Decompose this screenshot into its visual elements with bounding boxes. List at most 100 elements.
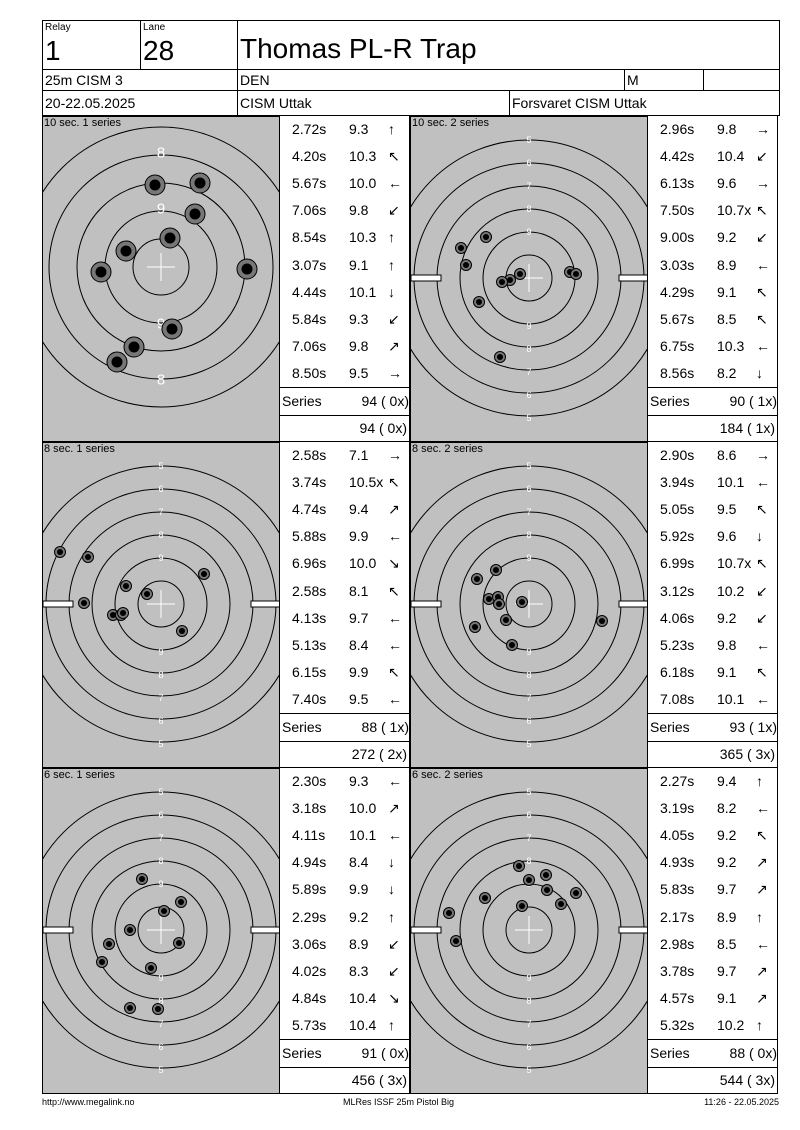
shot-row: 7.08s 10.1 ← [648,690,777,710]
shot-direction-icon: ← [756,474,770,491]
ring-number: 8 [157,145,165,162]
shot-time: 4.05s [660,827,695,844]
shot-row: 5.23s 9.8 ← [648,636,777,656]
shot-row: 3.78s 9.7 ↗ [648,962,777,982]
shot-direction-icon: ↘ [388,555,400,572]
shot-direction-icon: ← [388,773,402,789]
ring-number: 6 [526,1042,531,1052]
shot-direction-icon: ← [756,800,770,817]
shot-row: 3.06s 8.9 ↙ [280,935,409,955]
shot-score: 10.0 [349,800,377,817]
shot-score: 8.6 [717,447,737,463]
shot-time: 6.96s [292,555,327,572]
shot-score: 10.2 [717,582,745,599]
shot-row: 4.02s 8.3 ↙ [280,962,409,982]
cumulative-total: 456 ( 3x) [351,1072,407,1088]
shot-time: 6.13s [660,175,695,192]
shot-time: 4.06s [660,609,695,626]
ring-number: 8 [158,670,163,680]
series-total-row: Series 88 ( 0x) [648,1039,777,1068]
shot-hole-5 [115,240,137,262]
shot-direction-icon: ↗ [756,881,768,898]
target-side-marker [618,274,647,282]
ring-number: 7 [158,507,163,517]
shot-time: 5.83s [660,881,695,898]
shot-time: 3.18s [292,800,327,817]
ring-number: 6 [526,158,531,168]
shot-row: 5.73s 10.4 ↑ [280,1016,409,1036]
shot-hole-3 [78,597,90,609]
ring-number: 8 [158,856,163,866]
shot-hole-2 [490,564,502,576]
target-face: 5 6 7 8 9 9 8 7 6 5 [43,769,279,1093]
footer-software: MLRes ISSF 25m Pistol Big [343,1097,455,1107]
shot-time: 9.00s [660,229,695,246]
shot-score: 10.1 [717,690,745,707]
shot-row: 7.50s 10.7x ↖ [648,201,777,221]
shot-time: 2.90s [660,447,695,463]
shot-hole-1 [54,546,66,558]
shot-direction-icon: ↑ [388,908,395,925]
shot-hole-6 [103,938,115,950]
shot-hole-3 [184,203,206,225]
shot-row: 5.13s 8.4 ← [280,636,409,656]
target-ring [91,860,231,1000]
shot-direction-icon: ↙ [388,202,400,219]
ring-number: 5 [158,1065,163,1075]
shot-hole-10 [152,1003,164,1015]
ring-number: 9 [158,647,163,657]
shot-direction-icon: ← [756,690,770,707]
shot-direction-icon: ↑ [388,1016,395,1033]
shot-direction-icon: ↖ [756,663,768,680]
shooter-name: Thomas PL-R Trap [240,33,477,64]
ring-number: 8 [158,996,163,1006]
shot-time: 7.40s [292,690,327,707]
shot-score: 9.4 [717,773,737,789]
shot-direction-icon: → [756,447,770,463]
shot-score: 8.9 [349,935,369,952]
event-name: 25m CISM 3 [45,72,123,88]
lane-label: Lane [143,22,166,33]
target-side-marker [411,600,442,608]
cumulative-total: 272 ( 2x) [351,746,407,762]
shot-time: 5.89s [292,881,327,898]
series-total-row: Series 90 ( 1x) [648,387,777,416]
series-total: 93 ( 1x) [729,719,777,735]
shot-time: 4.29s [660,283,695,300]
shot-row: 5.05s 9.5 ↖ [648,500,777,520]
series-title: 8 sec. 2 series [412,443,483,455]
shot-row: 4.29s 9.1 ↖ [648,283,777,303]
shot-time: 4.44s [292,283,327,300]
center-cross [147,916,175,944]
shot-hole-7 [141,588,153,600]
series-total-row: Series 94 ( 0x) [280,387,409,416]
shot-table-3: 2.58s 7.1 → 3.74s 10.5x ↖ 4.74s 9.4 ↗ 5.88s 9.9 ← 6.… [279,442,410,768]
shot-row: 4.13s 9.7 ← [280,609,409,629]
shot-hole-9 [506,639,518,651]
shot-direction-icon: ↖ [756,310,768,327]
shot-hole-1 [136,873,148,885]
shot-time: 5.67s [660,310,695,327]
target-ring [114,883,208,977]
shot-direction-icon: ↓ [756,528,763,545]
shot-score: 10.3 [717,337,745,354]
shot-table-1: 2.72s 9.3 ↑ 4.20s 10.3 ↖ 5.67s 10.0 ← 7.06s 9.8 ↙ 8.… [279,116,410,442]
shot-score: 9.2 [349,908,369,925]
shot-time: 4.57s [660,989,695,1006]
shot-time: 4.94s [292,854,327,871]
shot-direction-icon: ↑ [388,121,395,137]
shot-direction-icon: ↓ [388,854,395,871]
shot-hole-9 [124,1002,136,1014]
target-1: 8 9 9 8 10 sec. 1 series [42,116,280,442]
target-side-marker [411,274,442,282]
shot-score: 9.6 [717,528,737,545]
shot-row: 8.56s 8.2 ↓ [648,364,777,384]
shot-row: 4.74s 9.4 ↗ [280,500,409,520]
shot-hole-9 [123,336,145,358]
shot-hole-7 [236,258,258,280]
ring-number: 8 [158,530,163,540]
shot-table-6: 2.27s 9.4 ↑ 3.19s 8.2 ← 4.05s 9.2 ↖ 4.93s 9.2 ↗ 5.83… [647,768,778,1094]
target-4: 5 6 7 8 9 9 8 7 6 5 8 sec. 2 series [410,442,648,768]
shot-time: 4.93s [660,854,695,871]
shot-direction-icon: ↑ [388,256,395,273]
